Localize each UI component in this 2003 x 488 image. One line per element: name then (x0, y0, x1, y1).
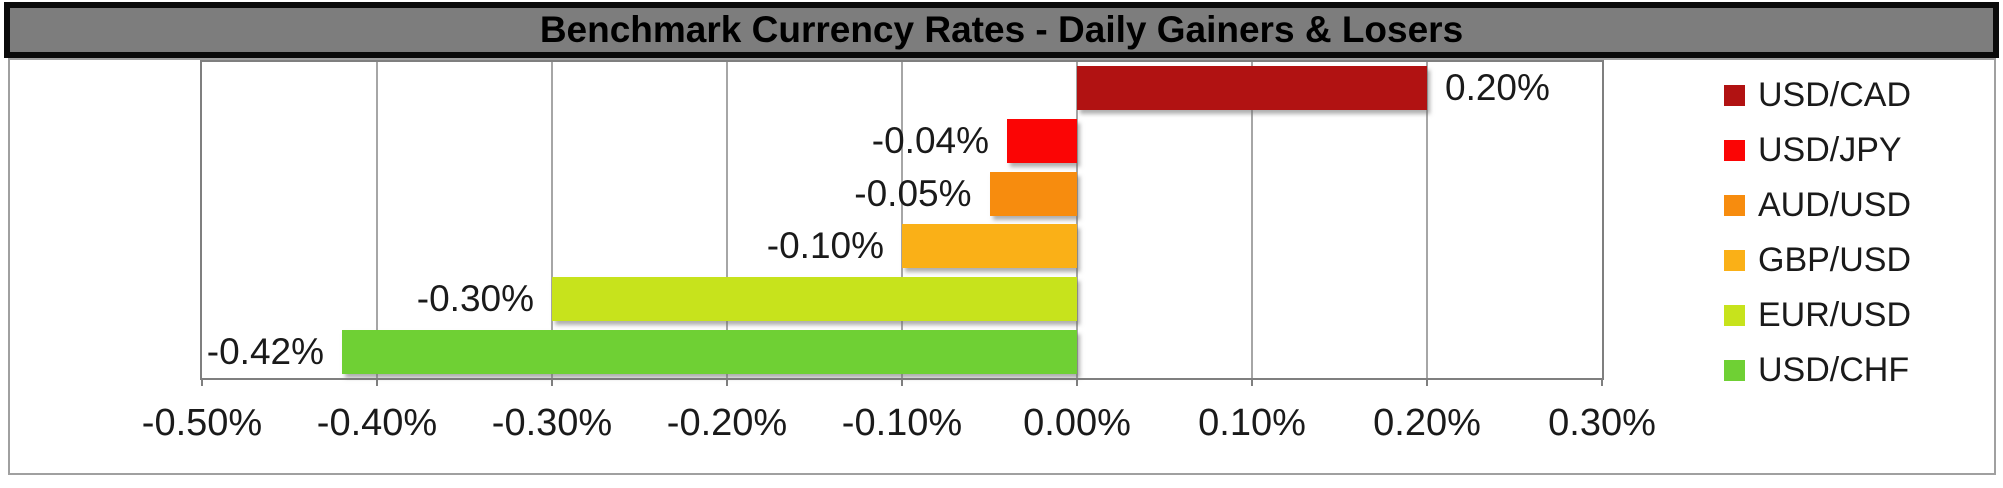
legend: USD/CAD USD/JPY AUD/USD GBP/USD EUR/USD USD/C… (1724, 68, 1911, 398)
bar-value-label-eur-usd: -0.30% (416, 278, 534, 319)
bar-value-label-usd-jpy: -0.04% (871, 120, 989, 161)
bar-usd-cad[interactable] (1077, 66, 1427, 111)
x-axis-tick-label: 0.10% (1198, 402, 1306, 444)
bar-eur-usd[interactable] (552, 277, 1077, 321)
legend-color-swatch-icon (1724, 360, 1745, 381)
legend-color-swatch-icon (1724, 250, 1745, 271)
legend-color-swatch-icon (1724, 140, 1745, 161)
legend-label-usd-jpy: USD/JPY (1758, 131, 1902, 169)
x-axis-tick-label: 0.30% (1548, 402, 1656, 444)
chart-title: Benchmark Currency Rates - Daily Gainers… (539, 9, 1464, 50)
bar-usd-chf[interactable] (342, 329, 1077, 374)
legend-label-aud-usd: AUD/USD (1758, 186, 1912, 224)
gridline (376, 62, 378, 378)
axis-tick-mark (1426, 378, 1428, 386)
axis-tick-mark (726, 378, 728, 386)
legend-label-eur-usd: EUR/USD (1758, 296, 1912, 334)
x-axis-tick-label: 0.00% (1023, 402, 1131, 444)
axis-tick-mark (551, 378, 553, 386)
gridline (1251, 62, 1253, 378)
legend-color-swatch-icon (1724, 85, 1745, 106)
x-axis-tick-label: -0.10% (841, 402, 963, 444)
legend-item-usd-cad[interactable]: USD/CAD (1724, 68, 1911, 123)
legend-item-gbp-usd[interactable]: GBP/USD (1724, 233, 1911, 288)
axis-tick-mark (1251, 378, 1253, 386)
bar-value-label-usd-cad: 0.20% (1445, 67, 1550, 109)
x-axis-tick-label: 0.20% (1373, 402, 1481, 444)
legend-label-usd-cad: USD/CAD (1758, 76, 1912, 114)
bar-value-label-aud-usd: -0.05% (854, 172, 972, 214)
gridline (726, 62, 728, 378)
x-axis-tick-label: -0.40% (316, 402, 438, 444)
x-axis-tick-label: -0.50% (141, 402, 263, 444)
x-axis-tick-label: -0.20% (666, 402, 788, 444)
gridline (1426, 62, 1428, 378)
gridline (551, 62, 553, 378)
bar-gbp-usd[interactable] (902, 224, 1077, 269)
legend-item-eur-usd[interactable]: EUR/USD (1724, 288, 1911, 343)
legend-label-gbp-usd: GBP/USD (1758, 241, 1912, 279)
legend-item-usd-chf[interactable]: USD/CHF (1724, 343, 1911, 398)
gridline (1076, 62, 1078, 378)
bar-aud-usd[interactable] (989, 171, 1077, 216)
axis-tick-mark (901, 378, 903, 386)
bar-usd-jpy[interactable] (1007, 119, 1077, 163)
bar-value-label-usd-chf: -0.42% (206, 330, 324, 372)
legend-color-swatch-icon (1724, 305, 1745, 326)
chart-title-bar: Benchmark Currency Rates - Daily Gainers… (4, 2, 1999, 58)
x-axis-tick-label: -0.30% (491, 402, 613, 444)
axis-tick-mark (1601, 378, 1603, 386)
gridline (901, 62, 903, 378)
legend-item-usd-jpy[interactable]: USD/JPY (1724, 123, 1911, 178)
axis-tick-mark (201, 378, 203, 386)
plot-area: 0.20% -0.04% -0.05% -0.10% -0.30% -0.42% (200, 60, 1604, 380)
legend-color-swatch-icon (1724, 195, 1745, 216)
axis-tick-mark (376, 378, 378, 386)
legend-label-usd-chf: USD/CHF (1758, 351, 1910, 389)
axis-tick-mark (1076, 378, 1078, 386)
bar-value-label-gbp-usd: -0.10% (766, 225, 884, 267)
legend-item-aud-usd[interactable]: AUD/USD (1724, 178, 1911, 233)
